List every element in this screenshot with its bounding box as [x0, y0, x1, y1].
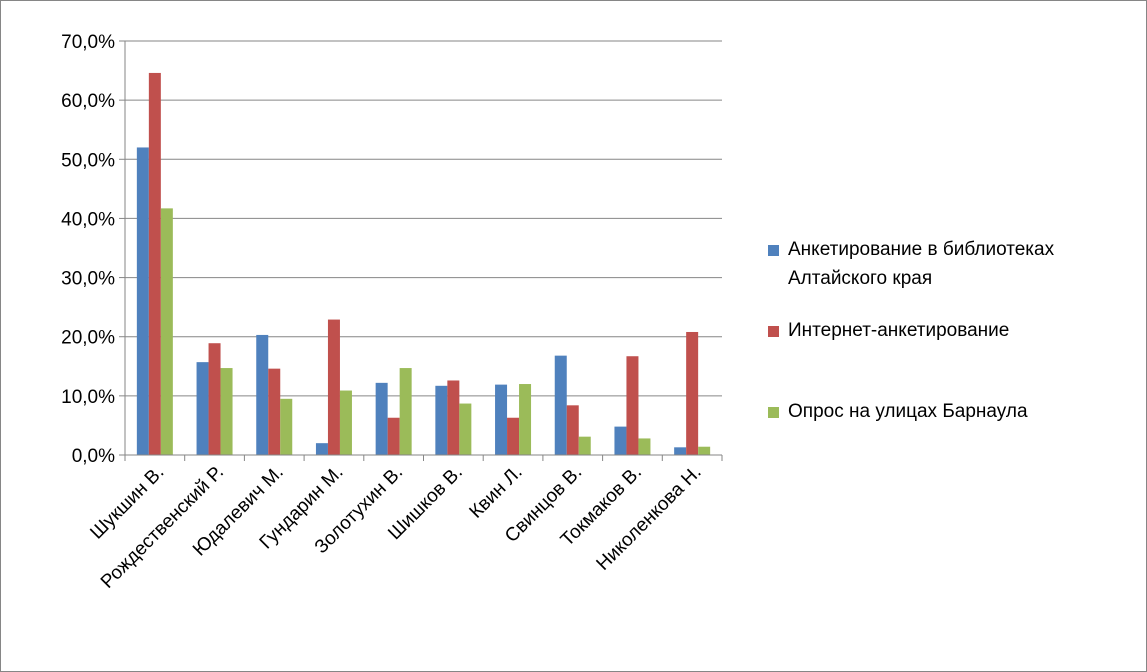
bar: [315, 443, 328, 455]
bar: [327, 319, 340, 455]
bar: [435, 385, 448, 455]
bar: [339, 390, 352, 455]
bar: [626, 356, 639, 455]
y-tick-label: 30,0%: [61, 269, 115, 290]
bar: [387, 417, 400, 455]
legend-swatch-internet: [768, 326, 779, 337]
gridlines: [125, 40, 722, 397]
y-tick-label: 60,0%: [61, 91, 115, 112]
bar: [220, 368, 233, 455]
bar: [208, 343, 221, 455]
bar: [375, 382, 388, 455]
bar: [674, 447, 687, 455]
x-tick-label: Квин Л.: [466, 462, 527, 523]
legend-label-libraries: Анкетирование в библиотеках Алтайского к…: [788, 239, 1055, 289]
x-tick-labels: Шукшин В.Рождественский Р.Юдалевич М.Гун…: [86, 462, 705, 593]
bar: [136, 147, 149, 455]
x-tick-label: Николенкова Н.: [593, 462, 706, 575]
bar: [268, 368, 281, 455]
axes: [119, 40, 723, 461]
bars: [136, 72, 711, 456]
bar: [399, 368, 412, 455]
y-tick-label: 40,0%: [61, 209, 115, 230]
y-tick-label: 20,0%: [61, 328, 115, 349]
legend-label-street: Опрос на улицах Барнаула: [788, 401, 1028, 422]
bar: [160, 208, 173, 455]
legend-label-internet: Интернет-анкетирование: [788, 320, 1010, 341]
y-tick-labels: 0,0% 10,0% 20,0% 30,0% 40,0% 50,0% 60,0% 70,0%: [61, 32, 115, 467]
bar: [698, 446, 711, 455]
bar: [459, 403, 472, 455]
bar: [554, 355, 567, 455]
bar: [638, 438, 651, 455]
bar: [578, 436, 591, 455]
bar: [507, 417, 520, 455]
y-tick-label: 10,0%: [61, 387, 115, 408]
bar: [519, 384, 532, 455]
bar: [686, 331, 699, 455]
legend-swatch-libraries: [768, 245, 779, 256]
y-tick-label: 70,0%: [61, 32, 115, 53]
bar: [280, 398, 293, 455]
bar: [447, 380, 460, 455]
bar: [196, 362, 209, 455]
bar: [614, 426, 627, 455]
bar: [256, 334, 269, 455]
bar: [495, 384, 508, 455]
bar: [148, 72, 161, 456]
y-tick-label: 0,0%: [72, 446, 115, 467]
legend-swatch-street: [768, 407, 779, 418]
y-tick-label: 50,0%: [61, 150, 115, 171]
bar: [566, 405, 579, 455]
